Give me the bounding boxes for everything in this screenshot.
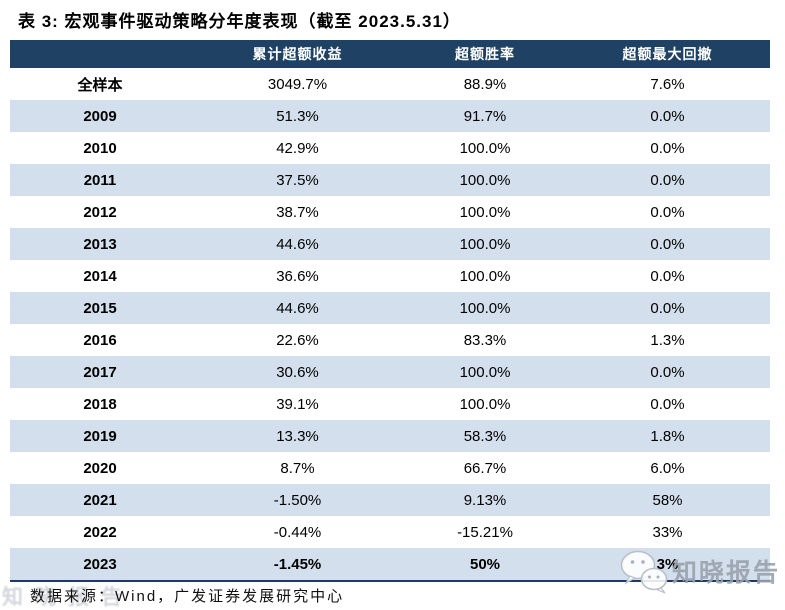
- table-row: 2018 39.1% 100.0% 0.0%: [10, 388, 770, 420]
- table-row: 2021 -1.50% 9.13% 58%: [10, 484, 770, 516]
- value-cell: 3%: [656, 555, 679, 573]
- row-label: 2011: [83, 171, 117, 189]
- value-cell: 0.0%: [650, 363, 685, 381]
- table-row: 2011 37.5% 100.0% 0.0%: [10, 164, 770, 196]
- value-cell: 33%: [652, 523, 683, 541]
- value-cell: -1.50%: [273, 491, 322, 509]
- table-row: 2022 -0.44% -15.21% 33%: [10, 516, 770, 548]
- table-body: 全样本 3049.7% 88.9% 7.6% 2009 51.3% 91.7% 0.0% 201…: [10, 68, 770, 580]
- value-cell: 58.3%: [463, 427, 507, 445]
- table-row: 2019 13.3% 58.3% 1.8%: [10, 420, 770, 452]
- value-cell: 6.0%: [650, 459, 685, 477]
- value-cell: 100.0%: [459, 395, 511, 413]
- data-source-note: 数据来源：Wind，广发证券发展研究中心: [30, 588, 345, 605]
- wechat-bubbles-icon: [620, 550, 668, 594]
- row-label: 2016: [83, 331, 117, 349]
- row-label: 2021: [83, 491, 117, 509]
- table-row: 2012 38.7% 100.0% 0.0%: [10, 196, 770, 228]
- table-row: 2014 36.6% 100.0% 0.0%: [10, 260, 770, 292]
- table-header-row: 累计超额收益 超额胜率 超额最大回撤: [10, 40, 770, 68]
- row-label: 2015: [83, 299, 117, 317]
- value-cell: 39.1%: [276, 395, 319, 413]
- row-label: 2019: [83, 427, 117, 445]
- value-cell: 66.7%: [463, 459, 507, 477]
- value-cell: 0.0%: [650, 171, 685, 189]
- table-row: 2010 42.9% 100.0% 0.0%: [10, 132, 770, 164]
- row-label: 2009: [83, 107, 117, 125]
- value-cell: 13.3%: [276, 427, 319, 445]
- header-cell: 累计超额收益: [252, 46, 343, 62]
- value-cell: 51.3%: [276, 107, 319, 125]
- value-cell: 0.0%: [650, 299, 685, 317]
- value-cell: 44.6%: [276, 235, 319, 253]
- value-cell: 37.5%: [276, 171, 319, 189]
- value-cell: 0.0%: [650, 267, 685, 285]
- value-cell: 0.0%: [650, 107, 685, 125]
- row-label: 2018: [83, 395, 117, 413]
- value-cell: 58%: [652, 491, 683, 509]
- value-cell: -0.44%: [273, 523, 322, 541]
- value-cell: 88.9%: [463, 75, 507, 93]
- value-cell: 8.7%: [280, 459, 315, 477]
- value-cell: 100.0%: [459, 139, 511, 157]
- value-cell: 100.0%: [459, 267, 511, 285]
- value-cell: 1.8%: [650, 427, 685, 445]
- value-cell: 0.0%: [650, 139, 685, 157]
- value-cell: 36.6%: [276, 267, 319, 285]
- value-cell: 7.6%: [650, 75, 685, 93]
- value-cell: -1.45%: [273, 555, 322, 573]
- header-cell: 超额胜率: [455, 46, 515, 62]
- value-cell: 91.7%: [463, 107, 507, 125]
- table-row: 2017 30.6% 100.0% 0.0%: [10, 356, 770, 388]
- table-row: 2016 22.6% 83.3% 1.3%: [10, 324, 770, 356]
- value-cell: 50%: [469, 555, 501, 573]
- table-row: 2013 44.6% 100.0% 0.0%: [10, 228, 770, 260]
- row-label: 2022: [83, 523, 117, 541]
- row-label: 2012: [83, 203, 117, 221]
- row-label: 2017: [83, 363, 117, 381]
- value-cell: 1.3%: [650, 331, 685, 349]
- value-cell: 42.9%: [276, 139, 319, 157]
- row-label: 2020: [83, 459, 117, 477]
- value-cell: 100.0%: [459, 235, 511, 253]
- performance-table: 累计超额收益 超额胜率 超额最大回撤 全样本 3049.7% 88.9% 7.6% 2009…: [10, 40, 770, 582]
- brand-watermark-label: 知晓报告: [672, 559, 781, 587]
- value-cell: 100.0%: [459, 299, 511, 317]
- value-cell: 22.6%: [276, 331, 319, 349]
- value-cell: 0.0%: [650, 203, 685, 221]
- value-cell: 100.0%: [459, 171, 511, 189]
- value-cell: 0.0%: [650, 235, 685, 253]
- table-row: 2015 44.6% 100.0% 0.0%: [10, 292, 770, 324]
- table-row: 全样本 3049.7% 88.9% 7.6%: [10, 68, 770, 100]
- value-cell: 83.3%: [463, 331, 507, 349]
- table-row: 2020 8.7% 66.7% 6.0%: [10, 452, 770, 484]
- value-cell: 30.6%: [276, 363, 319, 381]
- faint-watermark-text: 知晓报告: [2, 586, 134, 609]
- header-cell: 超额最大回撤: [622, 46, 713, 62]
- table-row: 2009 51.3% 91.7% 0.0%: [10, 100, 770, 132]
- row-label: 2010: [83, 139, 117, 157]
- row-label: 全样本: [77, 76, 123, 94]
- value-cell: 3049.7%: [267, 75, 328, 93]
- value-cell: 100.0%: [459, 363, 511, 381]
- value-cell: 38.7%: [276, 203, 319, 221]
- value-cell: 0.0%: [650, 395, 685, 413]
- value-cell: -15.21%: [457, 523, 513, 541]
- value-cell: 9.13%: [463, 491, 507, 509]
- value-cell: 100.0%: [459, 203, 511, 221]
- table-title: 表 3: 宏观事件驱动策略分年度表现（截至 2023.5.31）: [18, 12, 461, 31]
- row-label: 2013: [83, 235, 117, 253]
- row-label: 2023: [83, 555, 117, 573]
- row-label: 2014: [83, 267, 117, 285]
- brand-watermark: 知晓报告: [618, 548, 780, 594]
- value-cell: 44.6%: [276, 299, 319, 317]
